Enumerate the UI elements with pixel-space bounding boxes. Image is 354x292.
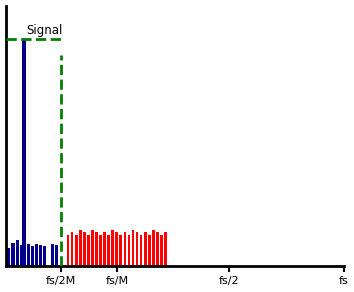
Bar: [119, 235, 122, 266]
Bar: [16, 240, 18, 266]
Bar: [156, 232, 159, 266]
Bar: [124, 232, 126, 266]
Bar: [27, 244, 30, 266]
Bar: [164, 232, 167, 266]
Bar: [43, 246, 46, 266]
Bar: [136, 232, 138, 266]
Bar: [71, 232, 74, 266]
Bar: [132, 230, 134, 266]
Bar: [144, 232, 147, 266]
Bar: [67, 235, 69, 266]
Bar: [83, 232, 86, 266]
Bar: [22, 39, 26, 266]
Bar: [140, 235, 142, 266]
Bar: [115, 232, 118, 266]
Bar: [112, 230, 114, 266]
Bar: [39, 245, 42, 266]
Bar: [107, 235, 110, 266]
Bar: [91, 230, 94, 266]
Bar: [11, 243, 15, 266]
Bar: [31, 246, 34, 266]
Bar: [152, 230, 155, 266]
Bar: [7, 248, 11, 266]
Bar: [87, 235, 90, 266]
Bar: [35, 244, 38, 266]
Bar: [99, 235, 102, 266]
Bar: [103, 232, 106, 266]
Bar: [95, 232, 98, 266]
Bar: [75, 235, 78, 266]
Bar: [79, 230, 82, 266]
Bar: [56, 245, 58, 266]
Text: Signal: Signal: [26, 24, 62, 37]
Bar: [127, 235, 130, 266]
Bar: [51, 244, 55, 266]
Bar: [160, 235, 163, 266]
Bar: [19, 245, 23, 266]
Bar: [148, 235, 150, 266]
